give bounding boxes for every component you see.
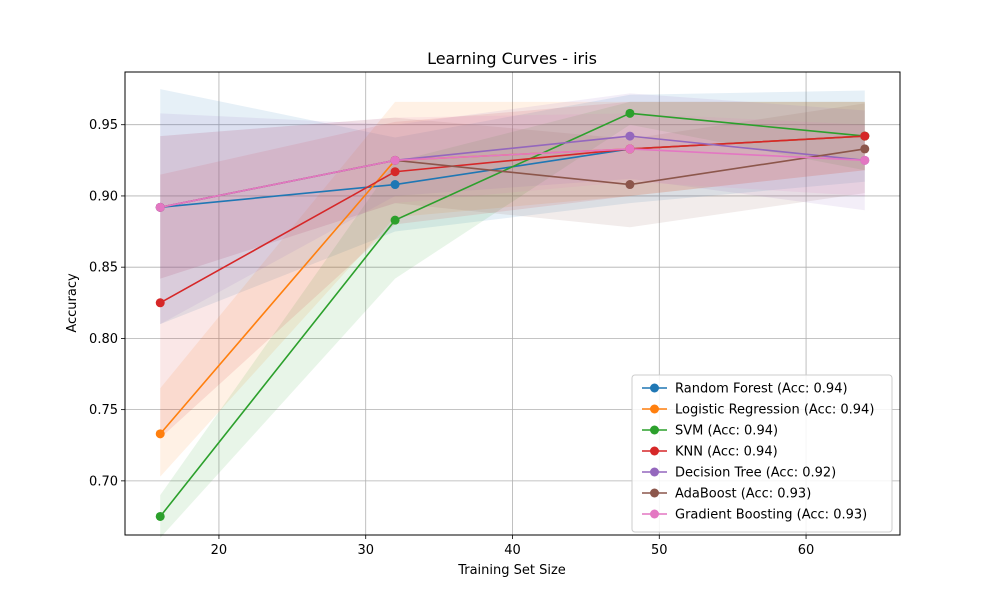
- series-point-6: [155, 202, 165, 212]
- x-axis-label: Training Set Size: [457, 563, 566, 578]
- series-band-2: [160, 101, 865, 538]
- series-point-3: [860, 131, 870, 141]
- legend-box: [631, 374, 893, 533]
- x-tick-label: 40: [504, 543, 521, 558]
- series-point-6: [625, 144, 635, 154]
- series-line-3: [159, 135, 865, 304]
- legend: Random Forest (Acc: 0.94) Logistic Regres…: [631, 374, 893, 533]
- x-tick-label: 60: [798, 543, 815, 558]
- legend-entry: Gradient Boosting (Acc: 0.93): [675, 508, 867, 523]
- legend-swatch-marker: [650, 425, 659, 435]
- x-tick-label: 50: [651, 543, 668, 558]
- x-tick-label: 20: [211, 543, 228, 558]
- legend-entry: Logistic Regression (Acc: 0.94): [675, 403, 874, 418]
- legend-swatch-marker: [650, 488, 659, 498]
- y-tick-label: 0.95: [89, 118, 118, 133]
- legend-entry: Random Forest (Acc: 0.94): [675, 382, 848, 397]
- series-point-3: [390, 167, 400, 177]
- series-point-3: [155, 298, 165, 308]
- legend-entry: SVM (Acc: 0.94): [675, 424, 778, 439]
- series-point-5: [860, 144, 870, 154]
- legend-entry: Decision Tree (Acc: 0.92): [675, 466, 836, 481]
- series-point-2: [625, 108, 635, 118]
- series-lines: [159, 112, 865, 517]
- confidence-bands: [160, 89, 865, 538]
- series-point-1: [155, 429, 165, 439]
- series-band-6: [160, 113, 865, 279]
- series-point-5: [625, 180, 635, 190]
- series-point-4: [625, 131, 635, 141]
- series-band-1: [160, 101, 865, 477]
- legend-entry: AdaBoost (Acc: 0.93): [675, 487, 811, 502]
- x-tick-label: 30: [357, 543, 374, 558]
- y-tick-label: 0.75: [89, 403, 118, 418]
- series-band-0: [160, 89, 865, 325]
- series-line-6: [160, 148, 865, 209]
- axis-ticks: 20 30 40 50 60 0.70 0.75 0.80 0.85 0.90 0.95: [89, 118, 814, 558]
- series-point-2: [390, 215, 400, 225]
- legend-swatch-marker: [650, 467, 659, 477]
- y-axis-label: Accuracy: [65, 273, 80, 333]
- series-point-0: [390, 180, 400, 190]
- legend-swatch-marker: [650, 446, 659, 456]
- series-band-3: [160, 101, 865, 439]
- series-line-2: [159, 112, 865, 517]
- legend-entry: KNN (Acc: 0.94): [675, 445, 778, 460]
- legend-swatch-marker: [650, 404, 659, 414]
- series-point-6: [860, 155, 870, 165]
- grid: [125, 72, 900, 535]
- series-points: [155, 108, 870, 521]
- y-tick-label: 0.90: [89, 189, 118, 204]
- chart-title: Learning Curves - iris: [427, 49, 597, 68]
- series-point-6: [390, 155, 400, 165]
- y-tick-label: 0.80: [89, 332, 118, 347]
- series-point-2: [155, 511, 165, 521]
- y-tick-label: 0.85: [89, 261, 118, 276]
- series-band-5: [160, 103, 865, 279]
- legend-swatch-marker: [650, 383, 659, 393]
- y-tick-label: 0.70: [89, 474, 118, 489]
- legend-swatch-marker: [650, 509, 659, 519]
